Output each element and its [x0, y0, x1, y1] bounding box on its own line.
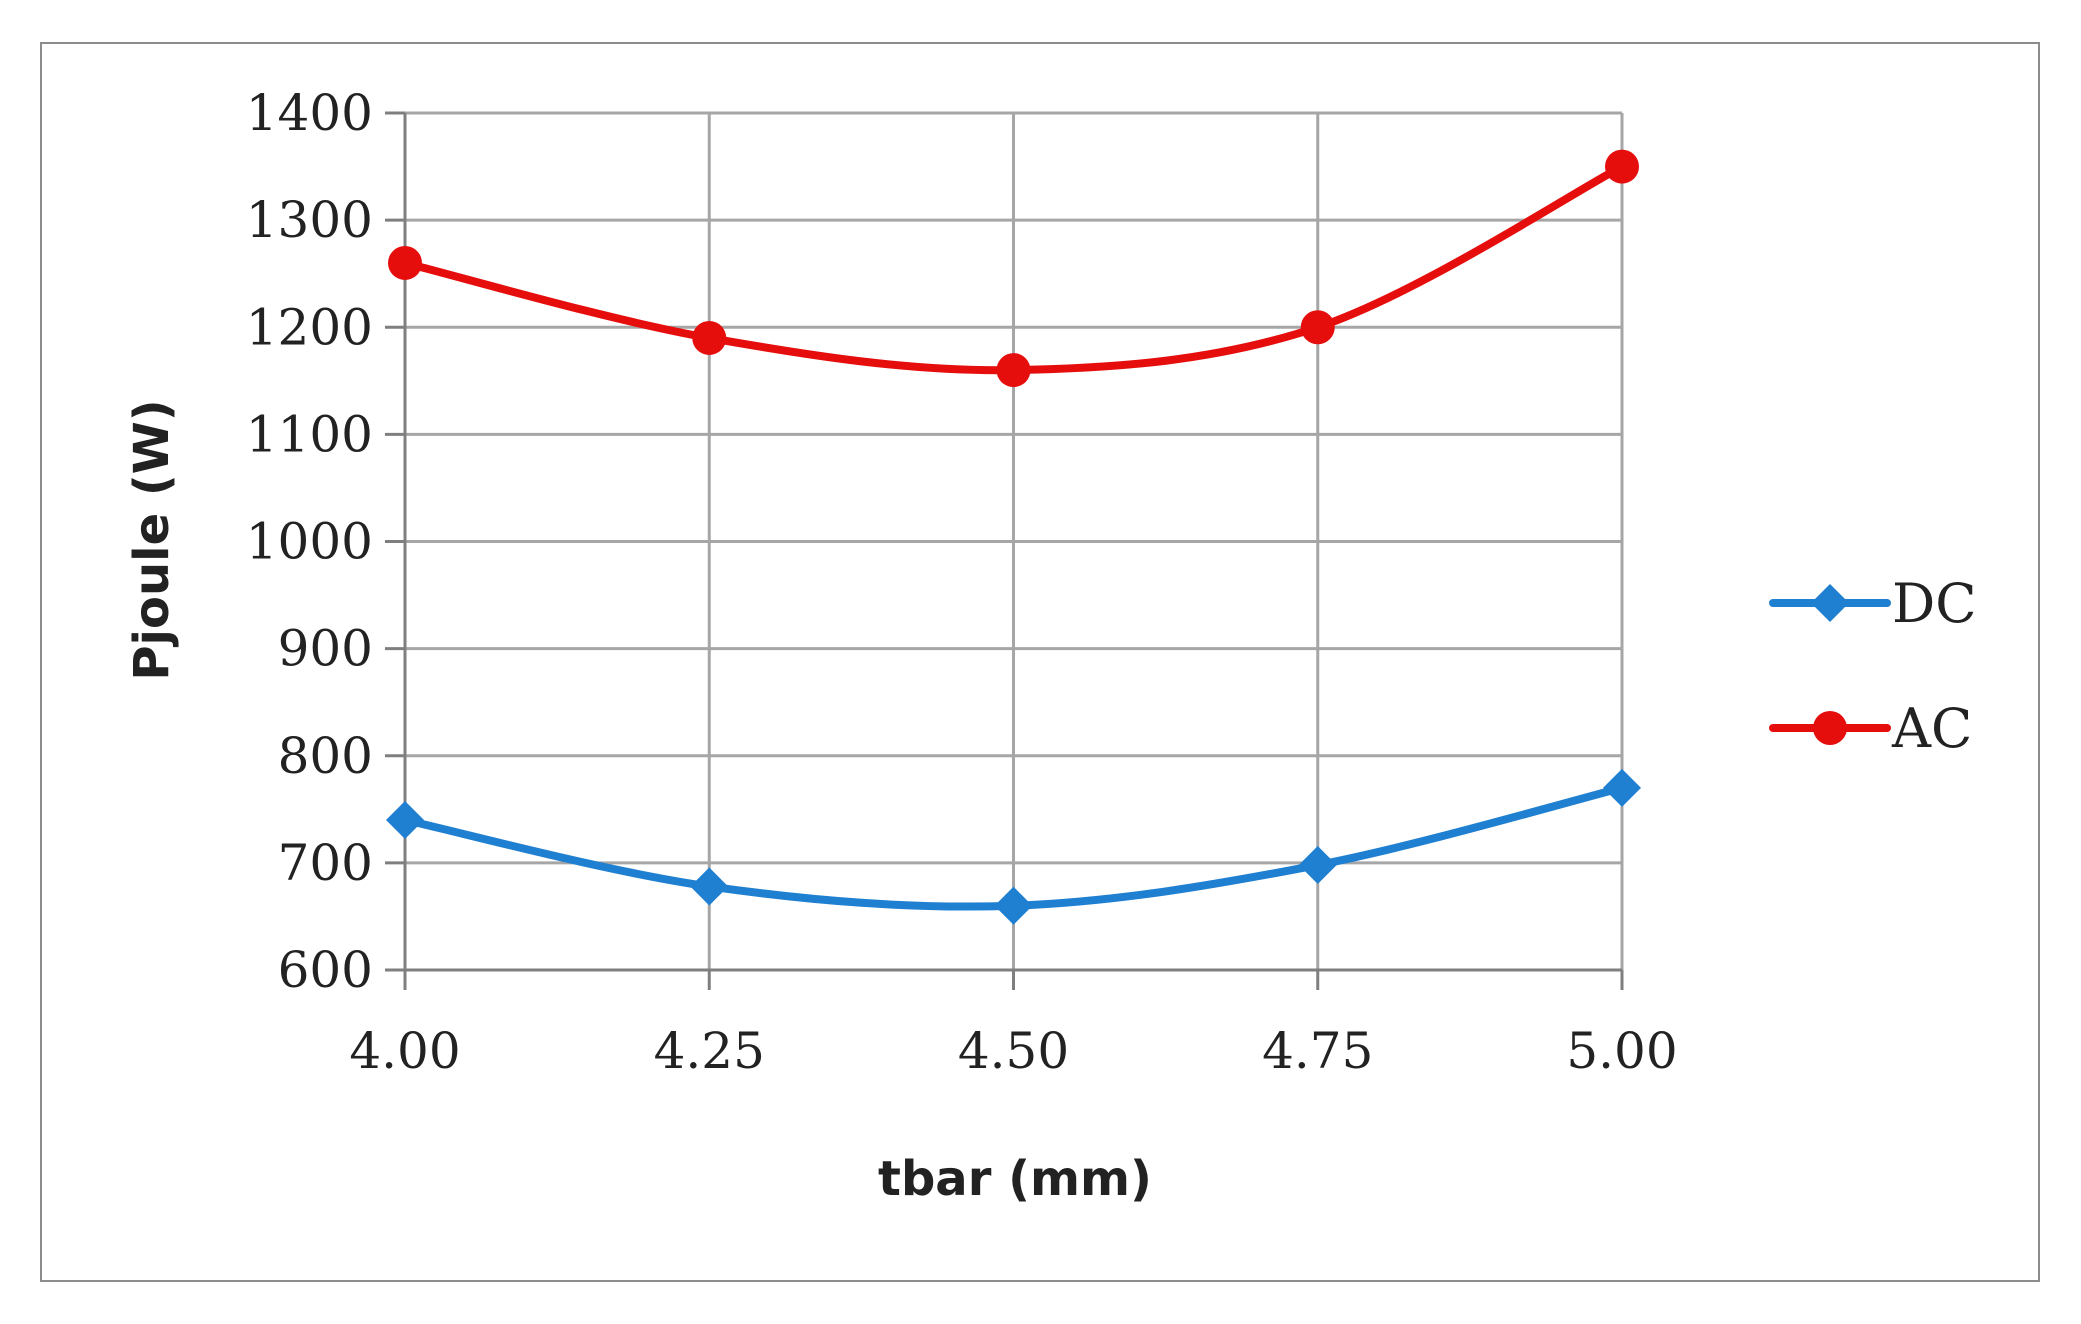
data-point-dc: [1298, 846, 1337, 885]
x-tick-label: 4.75: [1262, 1022, 1373, 1080]
legend-marker-dc: [1811, 584, 1849, 622]
y-tick-label: 700: [278, 834, 373, 892]
y-tick-label: 600: [278, 941, 373, 999]
legend-marker-ac: [1813, 711, 1847, 745]
data-point-ac: [1605, 149, 1639, 184]
chart-frame: [40, 42, 2040, 1282]
y-tick-label: 1000: [246, 513, 373, 571]
y-tick-labels: 600 700 800 900 1000 1100 1200 1300 1400: [246, 84, 373, 999]
x-tick-label: 4.50: [958, 1022, 1069, 1080]
data-point-ac: [692, 320, 727, 355]
y-tick-label: 1100: [246, 405, 373, 463]
y-tick-label: 800: [278, 727, 373, 785]
data-point-ac: [388, 245, 422, 280]
data-point-dc: [994, 886, 1033, 925]
y-tick-label: 1400: [246, 84, 373, 142]
legend-item-ac[interactable]: AC: [1769, 697, 1972, 760]
series-dc: [386, 768, 1641, 925]
grid-lines: [403, 111, 1624, 972]
data-point-dc: [386, 801, 424, 840]
y-tick-label: 900: [278, 620, 373, 678]
x-tick-labels: 4.00 4.25 4.50 4.75 5.00: [349, 1022, 1677, 1080]
series-ac: [388, 149, 1639, 388]
series-group: [386, 149, 1641, 925]
data-point-ac: [1300, 310, 1335, 345]
y-tick-label: 1200: [246, 298, 373, 356]
x-tick-label: 4.25: [654, 1022, 765, 1080]
y-axis-title: Pjoule (W): [124, 399, 180, 680]
legend-label-ac: AC: [1891, 697, 1972, 760]
data-point-dc: [690, 867, 729, 906]
x-tick-label: 4.00: [349, 1022, 460, 1080]
legend-item-dc[interactable]: DC: [1769, 572, 1977, 635]
data-point-ac: [996, 353, 1031, 388]
legend-label-dc: DC: [1892, 572, 1977, 635]
data-point-dc: [1603, 768, 1641, 807]
y-tick-label: 1300: [246, 191, 373, 249]
legend[interactable]: DC AC: [1769, 572, 1977, 760]
x-axis-title: tbar (mm): [878, 1151, 1152, 1207]
x-tick-label: 5.00: [1566, 1022, 1677, 1080]
